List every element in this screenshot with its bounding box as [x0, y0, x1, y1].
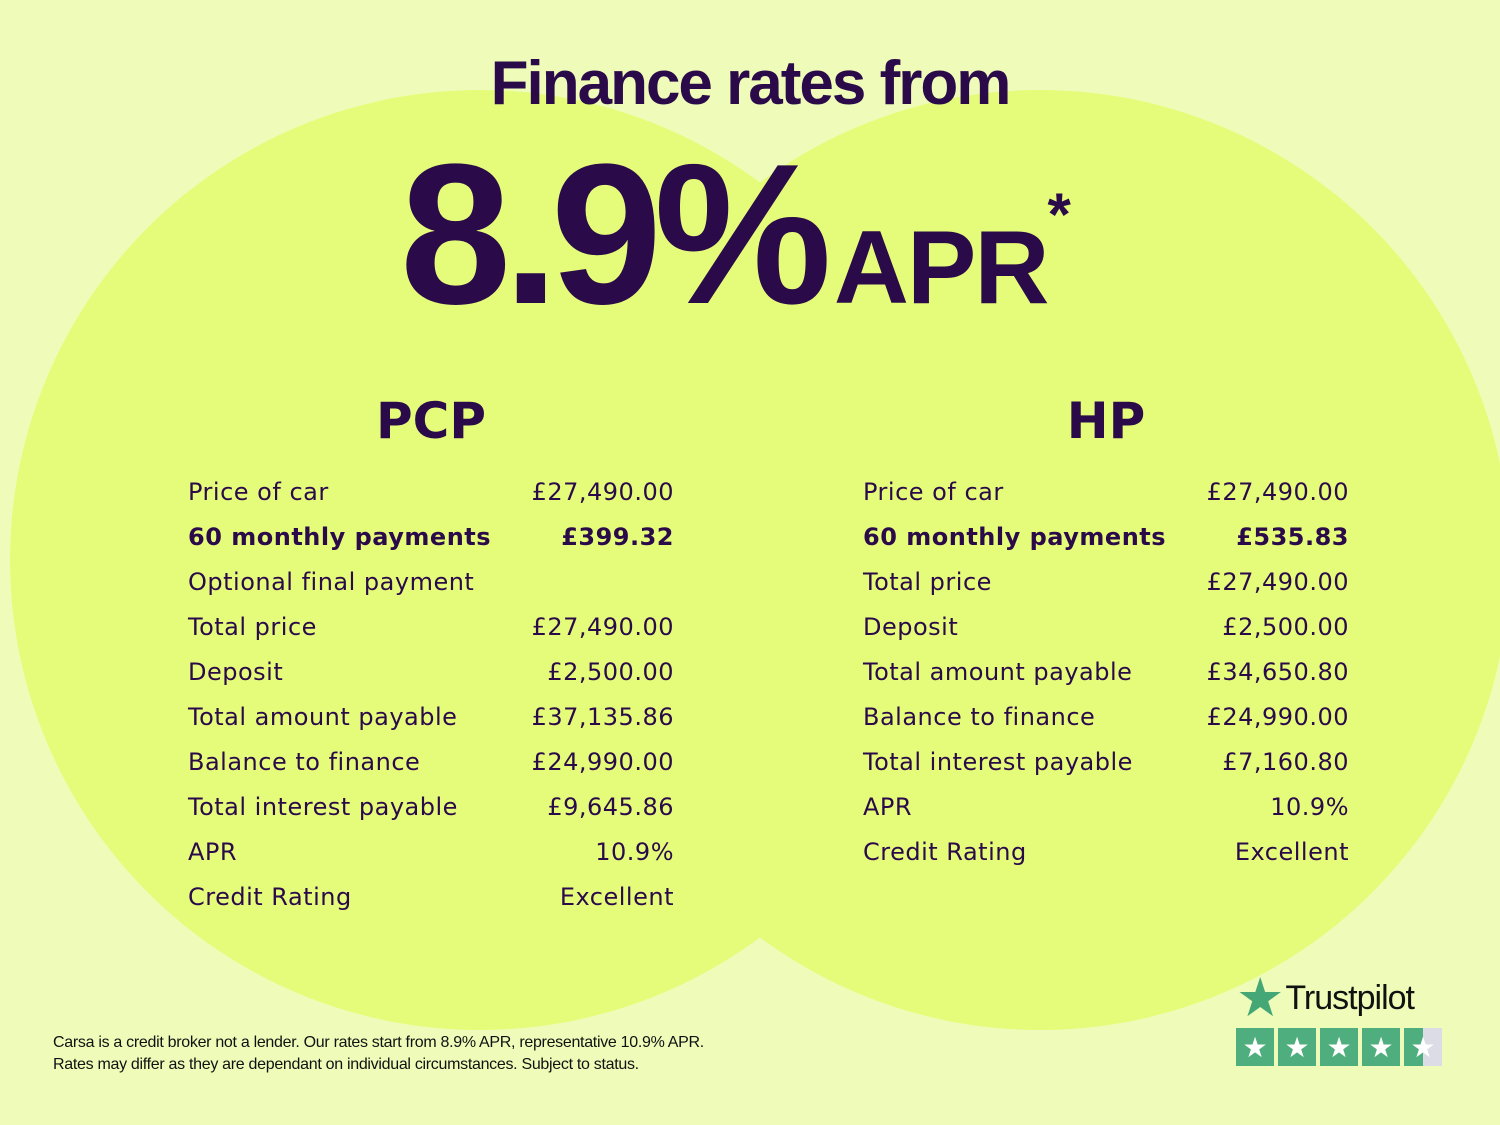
row-label: Total interest payable — [188, 793, 458, 821]
row-value: £2,500.00 — [547, 658, 674, 686]
table-row: APR 10.9% — [188, 837, 674, 882]
disclaimer: Carsa is a credit broker not a lender. O… — [53, 1032, 704, 1076]
rating-star-icon: ★ — [1236, 1028, 1274, 1066]
row-label: 60 monthly payments — [863, 523, 1167, 551]
row-value: 10.9% — [595, 838, 674, 866]
rating-star-icon: ★ — [1278, 1028, 1316, 1066]
disclaimer-line-1: Carsa is a credit broker not a lender. O… — [53, 1034, 704, 1051]
row-value: £37,135.86 — [531, 703, 674, 731]
table-row: Price of car £27,490.00 — [188, 477, 674, 522]
table-row: Deposit £2,500.00 — [188, 657, 674, 702]
rate-suffix: APR — [833, 210, 1050, 326]
table-row: 60 monthly payments £535.83 — [863, 522, 1349, 567]
row-label: Credit Rating — [188, 883, 352, 911]
row-label: Credit Rating — [863, 838, 1027, 866]
row-value: £2,500.00 — [1222, 613, 1349, 641]
row-label: Balance to finance — [188, 748, 421, 776]
row-label: Price of car — [188, 478, 329, 506]
row-value: £27,490.00 — [1206, 568, 1349, 596]
row-value: £27,490.00 — [1206, 478, 1349, 506]
table-row: Total amount payable £34,650.80 — [863, 657, 1349, 702]
row-value: 10.9% — [1270, 793, 1349, 821]
row-label: Total interest payable — [863, 748, 1133, 776]
table-row: Total amount payable £37,135.86 — [188, 702, 674, 747]
row-label: Total price — [188, 613, 317, 641]
row-value: £27,490.00 — [531, 478, 674, 506]
row-value: £27,490.00 — [531, 613, 674, 641]
trustpilot-rating: ★ ★ ★ ★ ★ — [1236, 1028, 1442, 1066]
table-row: Total interest payable £7,160.80 — [863, 747, 1349, 792]
disclaimer-line-2: Rates may differ as they are dependant o… — [53, 1056, 639, 1073]
pcp-panel: PCP Price of car £27,490.00 60 monthly pay… — [188, 390, 674, 927]
table-row: Total price £27,490.00 — [188, 612, 674, 657]
table-row: Credit Rating Excellent — [863, 837, 1349, 882]
rating-star-icon: ★ — [1362, 1028, 1400, 1066]
row-label: APR — [863, 793, 913, 821]
table-row: 60 monthly payments £399.32 — [188, 522, 674, 567]
row-label: Price of car — [863, 478, 1004, 506]
row-value: £24,990.00 — [1206, 703, 1349, 731]
rating-star-icon: ★ — [1320, 1028, 1358, 1066]
row-value: £7,160.80 — [1222, 748, 1349, 776]
rate-display: 8.9%APR* — [400, 120, 1071, 350]
rating-star-icon: ★ — [1404, 1028, 1442, 1066]
pcp-title: PCP — [376, 392, 486, 450]
row-label: APR — [188, 838, 238, 866]
row-value: £24,990.00 — [531, 748, 674, 776]
row-label: Balance to finance — [863, 703, 1096, 731]
table-row: Balance to finance £24,990.00 — [863, 702, 1349, 747]
table-row: Optional final payment — [188, 567, 674, 612]
row-label: Deposit — [863, 613, 959, 641]
row-label: Total price — [863, 568, 992, 596]
headline: Finance rates from — [490, 49, 1012, 118]
row-label: Deposit — [188, 658, 284, 686]
table-row: Price of car £27,490.00 — [863, 477, 1349, 522]
row-value: £9,645.86 — [547, 793, 674, 821]
table-row: Total price £27,490.00 — [863, 567, 1349, 612]
trustpilot-name: Trustpilot — [1285, 978, 1415, 1017]
table-row: Credit Rating Excellent — [188, 882, 674, 927]
row-label: 60 monthly payments — [188, 523, 492, 551]
trustpilot-star-icon: ★ — [1236, 968, 1284, 1028]
row-value: £399.32 — [561, 523, 674, 551]
trustpilot-badge: ★ Trustpilot ★ ★ ★ ★ ★ — [1236, 968, 1442, 1066]
background-circle-right — [570, 90, 1500, 1030]
table-row: Total interest payable £9,645.86 — [188, 792, 674, 837]
row-value: Excellent — [1234, 838, 1349, 866]
row-label: Total amount payable — [863, 658, 1133, 686]
hp-panel: HP Price of car £27,490.00 60 monthly paym… — [863, 390, 1349, 882]
row-value: £34,650.80 — [1206, 658, 1349, 686]
row-label: Total amount payable — [188, 703, 458, 731]
row-value: £535.83 — [1236, 523, 1349, 551]
row-label: Optional final payment — [188, 568, 475, 596]
rate-value: 8.9% — [400, 123, 832, 346]
row-value: Excellent — [559, 883, 674, 911]
hp-title: HP — [1066, 392, 1146, 450]
table-row: Balance to finance £24,990.00 — [188, 747, 674, 792]
table-row: Deposit £2,500.00 — [863, 612, 1349, 657]
table-row: APR 10.9% — [863, 792, 1349, 837]
asterisk: * — [1047, 181, 1071, 248]
